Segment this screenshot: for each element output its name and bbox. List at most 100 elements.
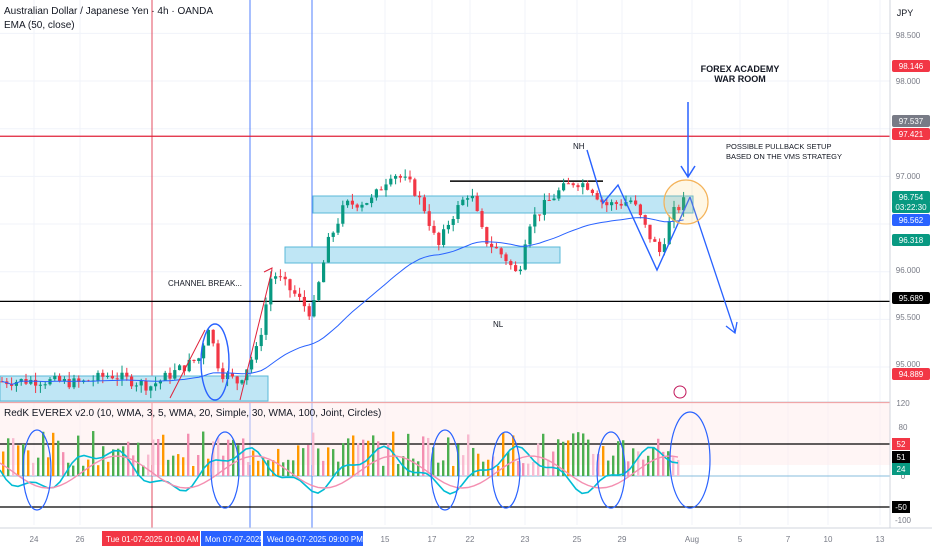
- date-label-text: Mon 07-07-2025: [205, 535, 264, 544]
- candle-body: [461, 199, 465, 206]
- candle-body: [235, 376, 239, 384]
- osc-bar: [197, 454, 200, 476]
- candle-body: [442, 229, 446, 245]
- candle-body: [269, 278, 273, 305]
- price-label-value: 98.146: [899, 62, 924, 71]
- osc-bar: [72, 465, 75, 476]
- down-arrow: [680, 102, 696, 179]
- osc-bar: [202, 431, 205, 476]
- candle-body: [610, 202, 614, 206]
- candle-body: [130, 376, 134, 387]
- osc-bar: [322, 460, 325, 476]
- candle-body: [187, 359, 191, 372]
- osc-bar: [62, 452, 65, 476]
- candle-body: [557, 190, 561, 199]
- candle-body: [307, 306, 311, 317]
- osc-bar: [292, 460, 295, 476]
- candle-body: [29, 379, 33, 384]
- osc-bar: [432, 447, 435, 476]
- candle-body: [677, 206, 681, 211]
- osc-bar: [182, 457, 185, 476]
- candle-body: [216, 343, 220, 369]
- osc-bar: [477, 453, 480, 476]
- price-tick: 95.500: [896, 313, 921, 322]
- nl-label: NL: [493, 320, 504, 329]
- candle-body: [403, 176, 407, 178]
- osc-fast-line: [0, 445, 679, 495]
- osc-label-tag: [892, 451, 910, 463]
- osc-bar: [167, 459, 170, 476]
- osc-bar: [177, 454, 180, 476]
- osc-bar: [382, 465, 385, 476]
- symbol-legend[interactable]: Australian Dollar / Japanese Yen · 4h · …: [4, 6, 213, 17]
- price-label-tag: [892, 115, 930, 127]
- candle-body: [470, 195, 474, 199]
- channel-arrow-1: [169, 329, 206, 399]
- osc-bar: [657, 438, 660, 476]
- time-tick: 10: [824, 535, 833, 544]
- candle-body: [360, 204, 364, 208]
- candle-body: [542, 199, 546, 215]
- candle-body: [230, 373, 234, 377]
- price-label-tag: [892, 201, 930, 213]
- candle-body: [394, 175, 398, 179]
- candle-body: [509, 261, 513, 266]
- candles: [0, 169, 686, 399]
- price-label-value: 97.537: [899, 117, 924, 126]
- osc-bar: [242, 438, 245, 476]
- candle-body: [336, 223, 340, 233]
- candle-body: [619, 203, 623, 206]
- osc-bar: [627, 461, 630, 476]
- time-tick: 15: [381, 535, 390, 544]
- osc-bar: [117, 448, 120, 476]
- osc-bar: [462, 455, 465, 476]
- candle-body: [38, 384, 42, 386]
- price-label-value: 96.318: [899, 236, 924, 245]
- channel-break-label: CHANNEL BREAK...: [168, 279, 242, 288]
- osc-bar: [307, 444, 310, 476]
- candle-body: [653, 239, 657, 242]
- candle-body: [485, 227, 489, 244]
- price-label-value: 95.689: [899, 294, 924, 303]
- osc-bar: [517, 460, 520, 476]
- osc-label-tag: [892, 501, 910, 513]
- candle-body: [283, 276, 287, 280]
- osc-bar: [277, 448, 280, 476]
- osc-tick: 80: [899, 423, 908, 432]
- osc-bar: [397, 463, 400, 476]
- price-tick: 98.000: [896, 77, 921, 86]
- ema-legend[interactable]: EMA (50, close): [4, 20, 75, 31]
- osc-bar: [452, 465, 455, 476]
- candle-body: [494, 246, 498, 249]
- price-tick: 98.500: [896, 31, 921, 40]
- candle-body: [586, 183, 590, 190]
- price-label-value: 03:22:30: [895, 203, 927, 212]
- indicator-legend[interactable]: RedK EVEREX v2.0 (10, WMA, 3, 5, WMA, 20…: [4, 408, 382, 419]
- date-label-tag: [201, 531, 261, 546]
- candle-body: [14, 381, 18, 386]
- currency-label: JPY: [897, 8, 914, 18]
- osc-bar: [677, 459, 680, 476]
- osc-bar: [387, 443, 390, 476]
- candle-body: [667, 221, 671, 245]
- candle-body: [206, 329, 210, 346]
- ema-line: [1, 217, 684, 385]
- osc-bar: [142, 465, 145, 476]
- candle-body: [43, 384, 47, 386]
- war-room-label: WAR ROOM: [714, 74, 766, 84]
- osc-bar: [247, 461, 250, 476]
- time-tick: 17: [428, 535, 437, 544]
- osc-bar: [442, 460, 445, 476]
- channel-arrow-2: [239, 267, 273, 401]
- osc-bar: [272, 460, 275, 476]
- osc-bar: [502, 432, 505, 476]
- osc-bar: [312, 432, 315, 476]
- osc-bar: [427, 437, 430, 476]
- candle-body: [456, 205, 460, 219]
- candle-body: [475, 195, 479, 212]
- osc-bar: [112, 449, 115, 476]
- candle-body: [576, 185, 580, 188]
- osc-bar: [652, 447, 655, 476]
- time-tick: 22: [466, 535, 475, 544]
